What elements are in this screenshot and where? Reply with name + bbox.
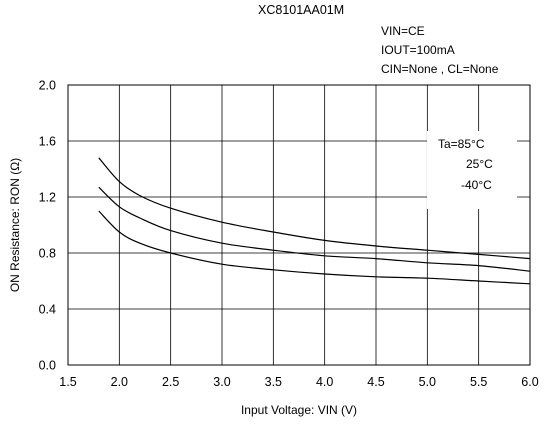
- legend-entry: 25°C: [466, 157, 493, 171]
- x-tick-label: 3.5: [265, 375, 282, 389]
- x-tick-label: 4.5: [367, 375, 384, 389]
- legend-entry: Ta=85°C: [438, 137, 485, 151]
- y-tick-label: 1.6: [39, 135, 56, 149]
- series-line-2: [98, 186, 531, 272]
- x-tick-label: 3.0: [213, 375, 230, 389]
- plot-frame: [67, 84, 531, 366]
- y-tick-label: 1.2: [39, 191, 56, 205]
- y-axis-label: ON Resistance: RON (Ω): [8, 158, 22, 292]
- series-line-1: [98, 157, 531, 260]
- x-tick-label: 4.0: [316, 375, 333, 389]
- x-tick-label: 5.0: [419, 375, 436, 389]
- y-tick-label: 0.8: [39, 247, 56, 261]
- x-axis-label: Input Voltage: VIN (V): [241, 403, 357, 417]
- x-tick-label: 2.5: [162, 375, 179, 389]
- legend-entry: -40°C: [461, 178, 492, 192]
- condition-iout: IOUT=100mA: [381, 43, 455, 57]
- chart-title: XC8101AA01M: [258, 3, 345, 17]
- legend-box: [427, 131, 517, 209]
- x-tick-label: 1.5: [59, 375, 76, 389]
- y-tick-label: 2.0: [39, 79, 56, 93]
- x-tick-label: 5.5: [470, 375, 487, 389]
- x-tick-label: 2.0: [111, 375, 128, 389]
- series-line-3: [98, 210, 531, 285]
- condition-caps: CIN=None , CL=None: [381, 62, 499, 76]
- x-tick-label: 6.0: [521, 375, 538, 389]
- condition-vin: VIN=CE: [381, 24, 425, 38]
- y-tick-label: 0.0: [39, 359, 56, 373]
- y-tick-label: 0.4: [39, 303, 56, 317]
